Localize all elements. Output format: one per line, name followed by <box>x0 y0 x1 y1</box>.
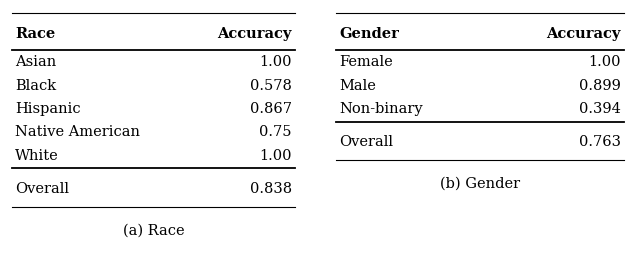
Text: 0.75: 0.75 <box>259 125 292 139</box>
Text: Gender: Gender <box>339 27 399 41</box>
Text: Overall: Overall <box>15 182 69 196</box>
Text: Overall: Overall <box>339 135 393 150</box>
Text: White: White <box>15 149 59 163</box>
Text: Accuracy: Accuracy <box>547 27 621 41</box>
Text: Non-binary: Non-binary <box>339 102 423 116</box>
Text: Accuracy: Accuracy <box>218 27 292 41</box>
Text: (a) Race: (a) Race <box>123 224 184 238</box>
Text: Female: Female <box>339 55 393 69</box>
Text: Male: Male <box>339 79 376 93</box>
Text: 1.00: 1.00 <box>259 149 292 163</box>
Text: Black: Black <box>15 79 56 93</box>
Text: 0.763: 0.763 <box>579 135 621 150</box>
Text: 0.867: 0.867 <box>250 102 292 116</box>
Text: Asian: Asian <box>15 55 56 69</box>
Text: (b) Gender: (b) Gender <box>440 177 520 191</box>
Text: 1.00: 1.00 <box>259 55 292 69</box>
Text: 0.578: 0.578 <box>250 79 292 93</box>
Text: 1.00: 1.00 <box>588 55 621 69</box>
Text: 0.394: 0.394 <box>579 102 621 116</box>
Text: Hispanic: Hispanic <box>15 102 81 116</box>
Text: 0.899: 0.899 <box>579 79 621 93</box>
Text: Native American: Native American <box>15 125 140 139</box>
Text: 0.838: 0.838 <box>250 182 292 196</box>
Text: Race: Race <box>15 27 56 41</box>
